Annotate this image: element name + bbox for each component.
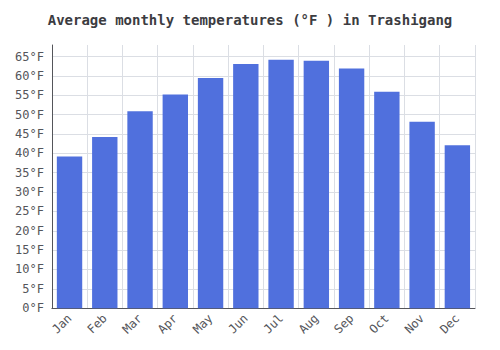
svg-text:35°F: 35°F bbox=[15, 166, 44, 180]
svg-text:May: May bbox=[190, 311, 215, 336]
svg-text:10°F: 10°F bbox=[15, 262, 44, 276]
svg-text:40°F: 40°F bbox=[15, 146, 44, 160]
svg-text:Jan: Jan bbox=[49, 311, 74, 336]
svg-text:15°F: 15°F bbox=[15, 243, 44, 257]
svg-text:60°F: 60°F bbox=[15, 69, 44, 83]
svg-text:Aug: Aug bbox=[296, 311, 321, 336]
svg-text:45°F: 45°F bbox=[15, 127, 44, 141]
svg-text:Mar: Mar bbox=[120, 311, 145, 336]
svg-text:30°F: 30°F bbox=[15, 185, 44, 199]
svg-text:Feb: Feb bbox=[85, 311, 110, 336]
svg-text:55°F: 55°F bbox=[15, 88, 44, 102]
svg-text:Nov: Nov bbox=[402, 311, 427, 336]
svg-text:0°F: 0°F bbox=[22, 301, 44, 315]
svg-text:50°F: 50°F bbox=[15, 108, 44, 122]
svg-text:5°F: 5°F bbox=[22, 282, 44, 296]
svg-text:Average monthly temperatures (: Average monthly temperatures (°F ) in Tr… bbox=[48, 12, 453, 28]
svg-text:Jun: Jun bbox=[226, 311, 251, 336]
svg-text:Dec: Dec bbox=[437, 311, 462, 336]
svg-text:Apr: Apr bbox=[155, 311, 180, 336]
svg-text:65°F: 65°F bbox=[15, 50, 44, 64]
svg-text:20°F: 20°F bbox=[15, 224, 44, 238]
svg-text:Sep: Sep bbox=[331, 311, 356, 336]
svg-text:Jul: Jul bbox=[261, 311, 286, 336]
svg-text:Oct: Oct bbox=[367, 311, 392, 336]
svg-text:25°F: 25°F bbox=[15, 204, 44, 218]
